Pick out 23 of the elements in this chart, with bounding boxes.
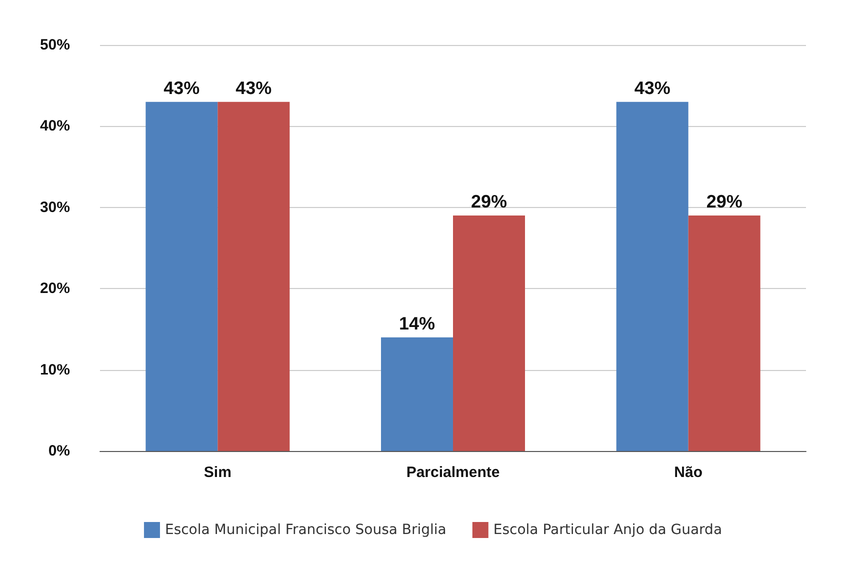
bar xyxy=(146,102,218,451)
y-tick-label: 0% xyxy=(48,442,70,460)
data-label: 43% xyxy=(236,78,272,98)
data-label: 43% xyxy=(634,78,670,98)
y-tick-label: 40% xyxy=(40,118,70,135)
data-label: 14% xyxy=(398,313,436,334)
data-label: 29% xyxy=(706,192,742,212)
legend-label: Escola Particular Anjo da Guarda xyxy=(493,522,722,538)
x-tick-label: Não xyxy=(674,464,703,481)
y-tick-label: 50% xyxy=(40,36,70,54)
legend-label: Escola Municipal Francisco Sousa Briglia xyxy=(164,522,446,538)
y-tick-label: 20% xyxy=(40,280,70,298)
bar xyxy=(453,216,525,451)
data-label: 29% xyxy=(470,192,508,212)
x-tick-label: Parcialmente xyxy=(406,464,500,481)
bar xyxy=(381,337,453,451)
bar xyxy=(616,102,688,451)
data-label: 43% xyxy=(164,78,200,98)
y-tick-label: 30% xyxy=(40,198,70,216)
y-tick-label: 10% xyxy=(40,361,70,378)
x-tick-label: Sim xyxy=(204,464,232,481)
bar xyxy=(218,102,290,451)
bar xyxy=(688,216,760,451)
